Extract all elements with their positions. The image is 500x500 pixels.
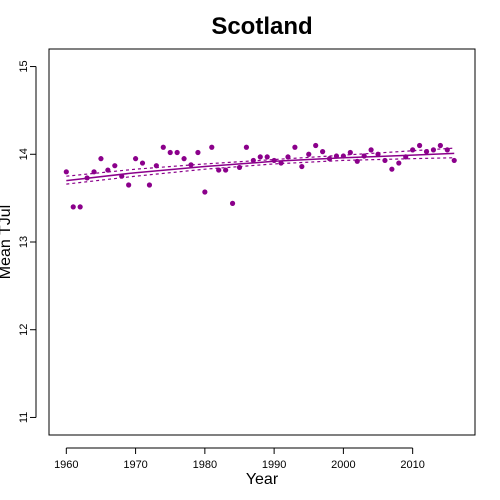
data-point: [416, 142, 423, 149]
data-point: [63, 169, 69, 175]
data-point: [139, 160, 146, 166]
data-point: [257, 154, 263, 160]
data-point: [174, 149, 180, 156]
data-point: [437, 142, 443, 149]
data-point: [278, 160, 284, 166]
data-point: [181, 156, 187, 162]
data-point: [229, 200, 236, 206]
data-point: [361, 153, 367, 159]
data-point: [292, 144, 298, 150]
data-point: [119, 173, 125, 179]
x-tick-label: 2000: [331, 459, 355, 471]
data-point: [126, 182, 132, 188]
data-point: [153, 163, 159, 169]
data-point: [271, 157, 277, 164]
data-point: [132, 156, 139, 162]
data-point: [98, 156, 104, 162]
y-tick-label: 14: [18, 148, 30, 160]
data-point: [112, 163, 118, 169]
x-tick-label: 1980: [193, 459, 217, 471]
data-point: [223, 167, 229, 173]
data-point: [451, 157, 457, 164]
x-axis: 1960 1970 1980 1990 2000 2010: [54, 447, 425, 471]
data-point: [320, 149, 326, 155]
y-tick-label: 11: [18, 412, 30, 423]
data-point: [354, 158, 360, 164]
data-point: [70, 204, 76, 210]
data-point: [396, 160, 402, 166]
data-point: [243, 144, 250, 150]
data-point: [423, 149, 430, 155]
x-tick-label: 2010: [400, 459, 424, 471]
y-axis-label: Mean TJul: [0, 205, 14, 279]
fit-layer: [66, 147, 455, 185]
x-tick-label: 1970: [123, 459, 147, 471]
plot-frame: [48, 48, 476, 436]
data-point: [368, 147, 374, 153]
data-point: [209, 144, 215, 150]
data-point: [264, 154, 270, 160]
chart-title: Scotland: [211, 13, 312, 40]
data-point: [313, 142, 319, 149]
data-point: [382, 157, 388, 164]
data-point: [410, 147, 416, 153]
data-point: [160, 144, 166, 150]
data-point: [444, 147, 450, 153]
y-axis: 11 12 13 14 15: [18, 60, 37, 423]
points-layer: [63, 142, 457, 210]
data-point: [195, 149, 201, 156]
data-point: [285, 154, 291, 160]
data-point: [340, 153, 346, 159]
data-point: [167, 149, 173, 156]
data-point: [77, 204, 83, 210]
data-point: [250, 157, 256, 164]
x-tick-label: 1960: [54, 459, 78, 471]
data-point: [375, 151, 381, 157]
data-point: [326, 156, 333, 162]
x-axis-label: Year: [246, 471, 279, 488]
data-point: [403, 154, 409, 160]
y-tick-label: 15: [18, 60, 30, 72]
data-point: [91, 169, 97, 175]
data-point: [216, 167, 222, 173]
data-point: [105, 167, 111, 173]
data-point: [430, 147, 437, 153]
data-point: [84, 175, 90, 181]
data-point: [146, 182, 153, 188]
y-tick-label: 13: [18, 236, 30, 248]
data-point: [202, 189, 208, 195]
data-point: [333, 153, 340, 159]
data-point: [299, 163, 305, 170]
data-point: [347, 149, 353, 156]
data-point: [188, 162, 194, 168]
data-point: [389, 166, 395, 172]
data-point: [306, 151, 312, 157]
data-point: [236, 164, 243, 171]
y-tick-label: 12: [18, 324, 30, 336]
x-tick-label: 1990: [262, 459, 286, 471]
